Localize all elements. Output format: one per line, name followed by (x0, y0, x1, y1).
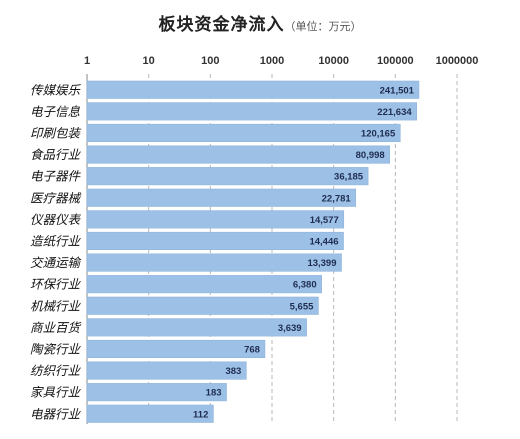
data-label: 14,446 (309, 236, 338, 247)
category-label: 电器行业 (30, 407, 82, 421)
bar (86, 404, 214, 423)
category-label: 仪器仪表 (30, 213, 82, 227)
bar (86, 80, 420, 99)
data-label: 241,501 (380, 85, 415, 96)
bar (86, 123, 401, 142)
x-tick-label: 100000 (377, 55, 414, 67)
category-label: 电子信息 (30, 105, 81, 119)
bar (86, 188, 357, 207)
data-label: 36,185 (334, 172, 364, 183)
category-label: 医疗器械 (30, 191, 82, 205)
data-label: 3,639 (278, 323, 302, 334)
data-label: 13,399 (307, 258, 336, 269)
category-label: 纺织行业 (30, 364, 82, 378)
bar (86, 339, 266, 359)
category-label: 造纸行业 (30, 234, 82, 248)
category-label: 印刷包装 (30, 126, 82, 140)
x-tick-label: 1 (84, 55, 90, 67)
bar (86, 167, 369, 186)
chart-title: 板块资金净流入 (158, 15, 285, 35)
x-tick-label: 1000 (260, 55, 284, 67)
bar (86, 210, 345, 229)
bar (86, 383, 227, 402)
data-label: 768 (244, 344, 260, 355)
bar (86, 145, 390, 164)
bar (86, 361, 247, 380)
x-tick-label: 1000000 (436, 55, 479, 67)
bar (86, 231, 344, 250)
category-label: 交通运输 (30, 256, 83, 270)
data-label: 383 (225, 366, 241, 377)
data-label: 112 (193, 409, 208, 420)
x-tick-label: 10 (143, 55, 155, 67)
data-label: 80,998 (356, 150, 385, 161)
data-label: 120,165 (361, 128, 396, 139)
category-label: 电子器件 (30, 170, 82, 184)
category-label: 家具行业 (30, 386, 82, 400)
data-label: 22,781 (322, 193, 352, 204)
category-label: 传媒娱乐 (30, 83, 82, 97)
bar (86, 275, 322, 294)
data-label: 14,577 (310, 215, 339, 226)
category-label: 食品行业 (30, 148, 82, 162)
x-tick-label: 100 (201, 55, 219, 67)
bar (86, 318, 307, 337)
category-label: 环保行业 (30, 278, 82, 292)
x-tick-label: 10000 (318, 55, 349, 67)
bar (86, 296, 319, 315)
category-label: 陶瓷行业 (30, 342, 82, 356)
chart-subtitle: （单位：万元） (284, 20, 362, 33)
data-label: 5,655 (290, 301, 314, 312)
data-label: 221,634 (377, 107, 412, 118)
chart-title-block: 板块资金净流入（单位：万元） (0, 10, 520, 35)
bar (86, 102, 417, 121)
category-label: 商业百货 (30, 321, 82, 335)
data-label: 183 (206, 388, 222, 399)
bar (86, 253, 342, 272)
category-label: 机械行业 (30, 299, 82, 313)
data-label: 6,380 (293, 280, 317, 291)
